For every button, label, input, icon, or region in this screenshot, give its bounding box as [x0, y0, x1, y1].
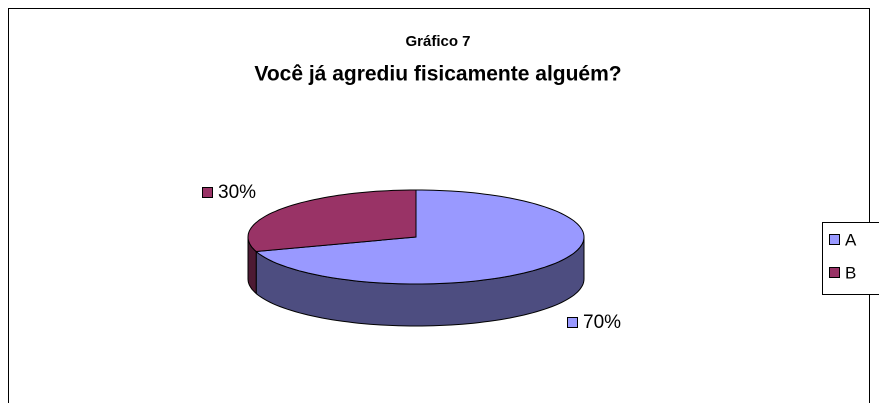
legend-label: A	[845, 230, 857, 249]
pie-slice	[254, 189, 585, 285]
legend-key	[829, 234, 840, 245]
legend-label: B	[845, 263, 856, 282]
data-label: 30%	[218, 182, 256, 203]
pie	[247, 189, 585, 327]
data-label: 70%	[583, 312, 621, 333]
data-label-key	[202, 187, 213, 198]
data-label-key	[567, 317, 578, 328]
chart-subtitle: Você já agrediu fisicamente alguém?	[254, 63, 621, 86]
legend-key	[829, 267, 840, 278]
chart-title: Gráfico 7	[405, 33, 470, 50]
pie-slice	[247, 189, 417, 253]
